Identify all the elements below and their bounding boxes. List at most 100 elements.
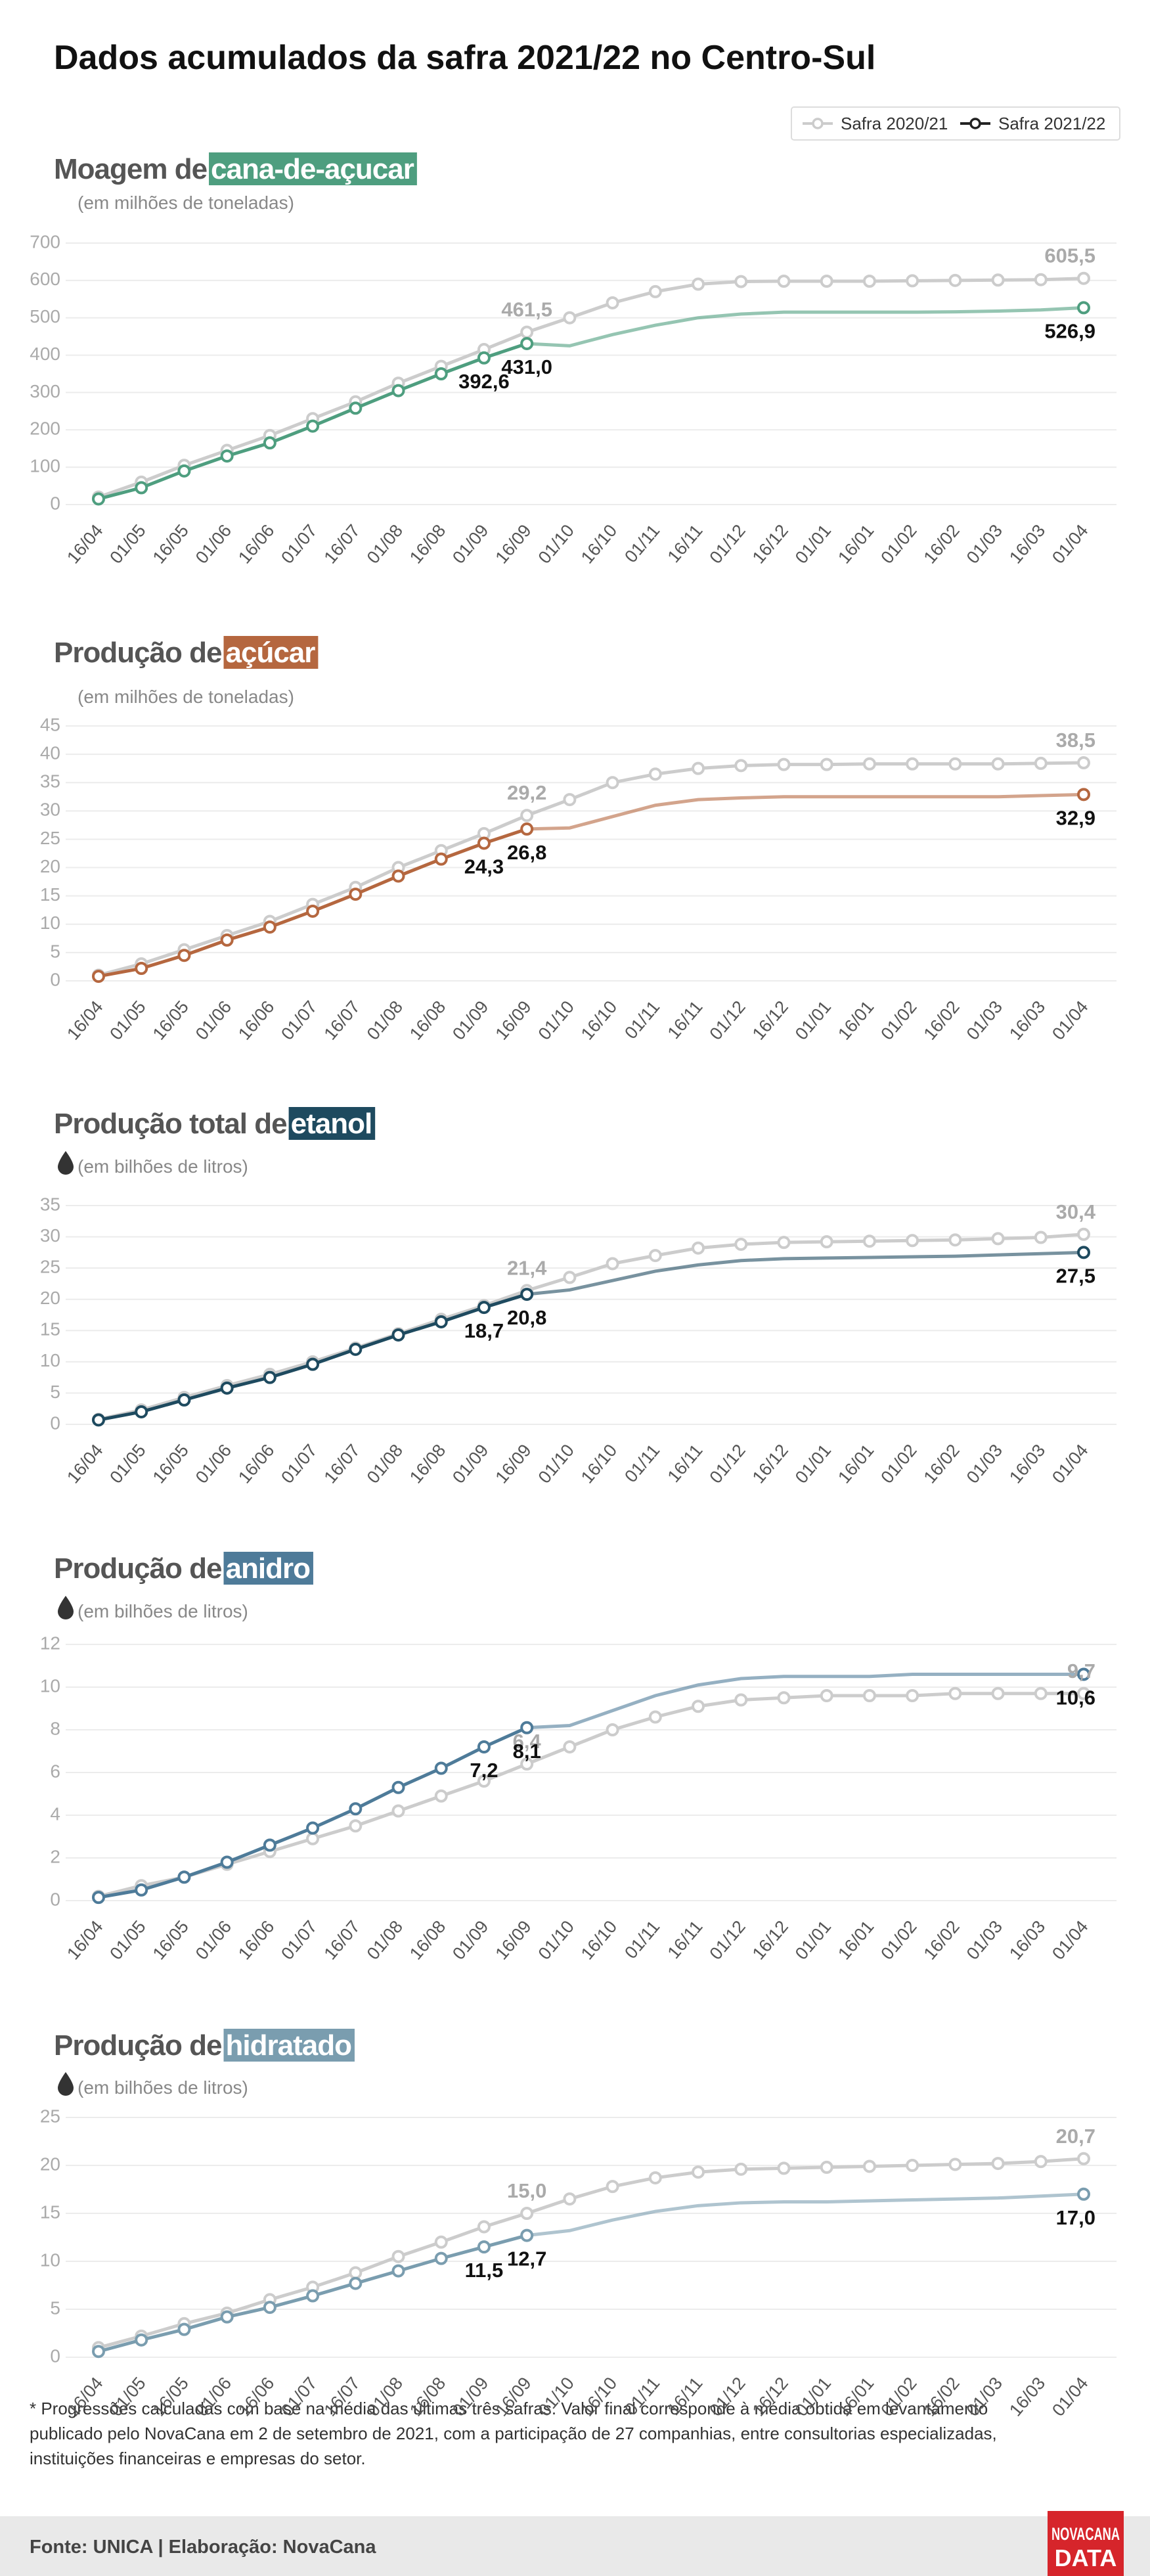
point bbox=[948, 1233, 962, 1247]
x-tick-label: 01/01 bbox=[791, 521, 835, 568]
footnote-line: instituições financeiras e empresas do s… bbox=[30, 2449, 366, 2468]
data-label: 29,2 bbox=[507, 781, 546, 804]
footnote-line: * Progressões calculadas com base na méd… bbox=[30, 2399, 988, 2418]
drop-icon bbox=[58, 1596, 74, 1619]
y-tick-label: 40 bbox=[40, 743, 60, 763]
point bbox=[220, 449, 234, 463]
x-tick-label: 01/09 bbox=[449, 1917, 492, 1964]
chart-title: Produção de bbox=[54, 2029, 222, 2062]
logo-text: DATA bbox=[1055, 2544, 1117, 2571]
point bbox=[520, 2207, 534, 2220]
point bbox=[349, 1342, 363, 1356]
chart-title-highlight: hidratado bbox=[226, 2029, 352, 2062]
point bbox=[692, 1241, 705, 1255]
x-tick-label: 16/03 bbox=[1006, 521, 1049, 568]
x-tick-label: 16/03 bbox=[1006, 2374, 1049, 2420]
x-tick-label: 16/06 bbox=[234, 997, 278, 1044]
point bbox=[1077, 788, 1090, 802]
point bbox=[92, 492, 105, 506]
point bbox=[434, 1789, 448, 1803]
x-tick-label: 01/07 bbox=[277, 1441, 321, 1487]
x-tick-label: 01/05 bbox=[106, 521, 149, 568]
point bbox=[606, 1723, 619, 1736]
point bbox=[862, 757, 876, 771]
x-tick-label: 01/04 bbox=[1048, 2374, 1092, 2420]
x-tick-label: 01/12 bbox=[705, 521, 749, 568]
x-tick-label: 01/07 bbox=[277, 521, 321, 568]
point bbox=[263, 1370, 276, 1384]
footer-bar bbox=[0, 2516, 1150, 2576]
point bbox=[263, 2301, 276, 2315]
x-tick-label: 01/10 bbox=[535, 1441, 578, 1487]
logo-box bbox=[1048, 2511, 1124, 2576]
point bbox=[862, 1689, 876, 1702]
x-tick-label: 16/11 bbox=[664, 521, 707, 567]
point bbox=[1077, 2187, 1090, 2201]
x-tick-label: 01/11 bbox=[621, 1917, 663, 1963]
point bbox=[991, 1686, 1005, 1700]
point bbox=[434, 852, 448, 866]
x-tick-label: 16/10 bbox=[577, 1917, 621, 1964]
x-tick-label: 01/09 bbox=[449, 521, 492, 568]
point bbox=[991, 1232, 1005, 1246]
x-tick-label: 01/02 bbox=[877, 1441, 920, 1487]
y-tick-label: 5 bbox=[50, 2297, 60, 2318]
y-tick-label: 300 bbox=[30, 381, 60, 401]
x-tick-label: 16/12 bbox=[749, 521, 792, 568]
x-tick-label: 16/06 bbox=[234, 1441, 278, 1487]
point bbox=[648, 1249, 662, 1263]
x-tick-label: 16/08 bbox=[406, 1441, 449, 1487]
point bbox=[692, 1700, 705, 1713]
y-tick-label: 30 bbox=[40, 800, 60, 820]
x-tick-label: 16/07 bbox=[320, 1441, 363, 1487]
y-tick-label: 15 bbox=[40, 884, 60, 905]
projection-line bbox=[526, 2192, 1084, 2238]
x-tick-label: 16/05 bbox=[149, 521, 192, 568]
point bbox=[391, 2249, 405, 2263]
point bbox=[520, 325, 534, 339]
x-tick-label: 01/01 bbox=[791, 1917, 835, 1964]
point bbox=[391, 384, 405, 397]
point bbox=[263, 436, 276, 450]
x-tick-label: 01/10 bbox=[535, 521, 578, 568]
point bbox=[520, 809, 534, 823]
point bbox=[906, 1689, 919, 1702]
point bbox=[563, 311, 577, 325]
x-tick-label: 01/02 bbox=[877, 521, 920, 568]
y-tick-label: 25 bbox=[40, 2106, 60, 2126]
page-title: Dados acumulados da safra 2021/22 no Cen… bbox=[54, 39, 875, 77]
x-tick-label: 01/11 bbox=[621, 997, 663, 1043]
point bbox=[991, 757, 1005, 771]
source: Fonte: UNICA | Elaboração: NovaCana bbox=[30, 2537, 376, 2558]
data-label: 8,1 bbox=[513, 1740, 541, 1763]
point bbox=[606, 776, 619, 790]
point bbox=[948, 273, 962, 287]
point bbox=[862, 1234, 876, 1248]
data-label: 11,5 bbox=[465, 2259, 504, 2282]
x-tick-label: 01/06 bbox=[192, 521, 235, 568]
x-tick-label: 01/03 bbox=[963, 997, 1006, 1044]
point bbox=[520, 336, 534, 350]
point bbox=[734, 1693, 748, 1707]
point bbox=[434, 2235, 448, 2249]
point bbox=[177, 2322, 191, 2336]
x-tick-label: 16/06 bbox=[234, 1917, 278, 1964]
x-tick-label: 01/02 bbox=[877, 997, 920, 1044]
legend-label: Safra 2021/22 bbox=[998, 114, 1105, 133]
point bbox=[648, 284, 662, 298]
x-tick-label: 16/09 bbox=[491, 521, 535, 568]
point bbox=[306, 1357, 320, 1371]
drop-icon bbox=[58, 2072, 74, 2096]
projection-line bbox=[526, 1250, 1084, 1296]
series-line bbox=[98, 2157, 1084, 2349]
chart-title: Produção de bbox=[54, 637, 222, 669]
point bbox=[734, 759, 748, 773]
x-tick-label: 16/03 bbox=[1006, 1441, 1049, 1487]
x-tick-label: 01/07 bbox=[277, 997, 321, 1044]
title-highlight bbox=[288, 1107, 376, 1140]
data-label: 431,0 bbox=[501, 355, 552, 378]
point bbox=[477, 1740, 491, 1753]
point bbox=[477, 2220, 491, 2234]
data-label: 6,4 bbox=[513, 1730, 542, 1753]
point bbox=[734, 2162, 748, 2176]
